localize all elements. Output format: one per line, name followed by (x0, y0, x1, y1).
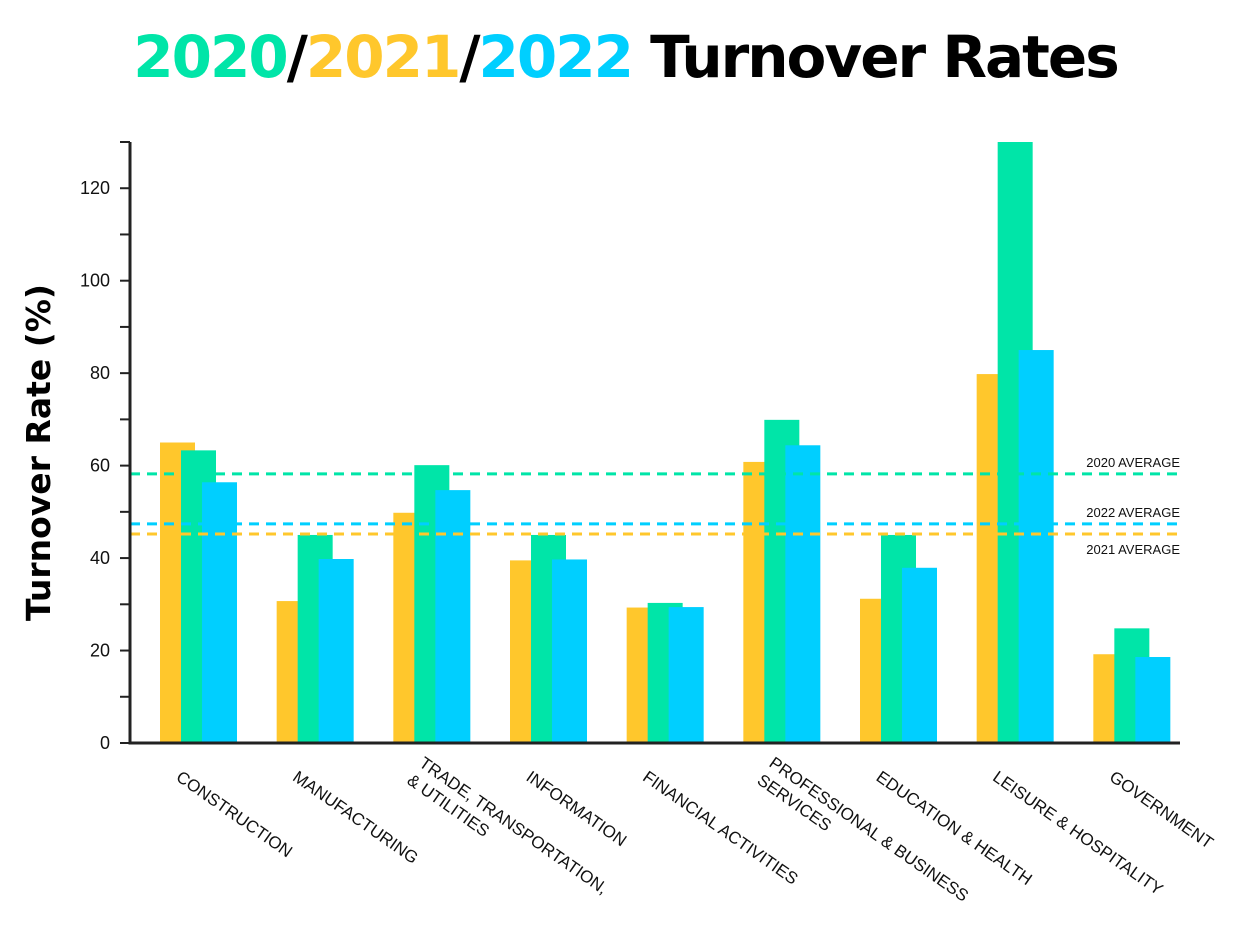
average-label: 2022 AVERAGE (1086, 505, 1180, 520)
y-tick-label: 0 (100, 733, 110, 753)
title-part: Turnover Rates (631, 23, 1120, 91)
bar-2022-0 (202, 482, 237, 743)
bar-2022-1 (318, 559, 354, 743)
y-tick-label: 40 (90, 548, 110, 568)
average-label: 2021 AVERAGE (1086, 542, 1180, 557)
x-tick-label-group: GOVERNMENT (1106, 767, 1217, 852)
y-tick-label: 100 (80, 271, 110, 291)
x-tick-label: TRADE, TRANSPORTATION, (416, 753, 612, 898)
x-tick-label: GOVERNMENT (1106, 767, 1217, 852)
y-tick-label: 60 (90, 456, 110, 476)
bar-2022-4 (668, 607, 704, 743)
average-label: 2020 AVERAGE (1086, 455, 1180, 470)
x-tick-label-group: CONSTRUCTION (173, 767, 296, 861)
bar-2022-2 (435, 490, 471, 743)
bar-2022-6 (902, 567, 937, 743)
y-tick-label: 80 (90, 363, 110, 383)
x-tick-label-group: MANUFACTURING (289, 767, 421, 868)
x-tick-label: MANUFACTURING (289, 767, 421, 868)
y-axis-label: Turnover Rate (%) (19, 284, 58, 621)
x-tick-label-group: TRADE, TRANSPORTATION,& UTILITIES (404, 753, 612, 898)
bar-2022-5 (785, 445, 821, 743)
bar-2022-7 (1018, 350, 1054, 743)
title-part: / (459, 23, 480, 91)
title-part: 2020 (133, 23, 288, 91)
y-tick-label: 20 (90, 641, 110, 661)
y-tick-label: 120 (80, 178, 110, 198)
x-tick-label: CONSTRUCTION (173, 767, 296, 861)
title-part: / (286, 23, 308, 91)
chart-title: 2020/2021/2022 Turnover Rates (0, 28, 1251, 86)
title-part: 2021 (305, 23, 461, 91)
bar-2022-3 (552, 559, 587, 743)
title-part: 2022 (478, 23, 634, 91)
bar-2022-8 (1135, 657, 1171, 743)
